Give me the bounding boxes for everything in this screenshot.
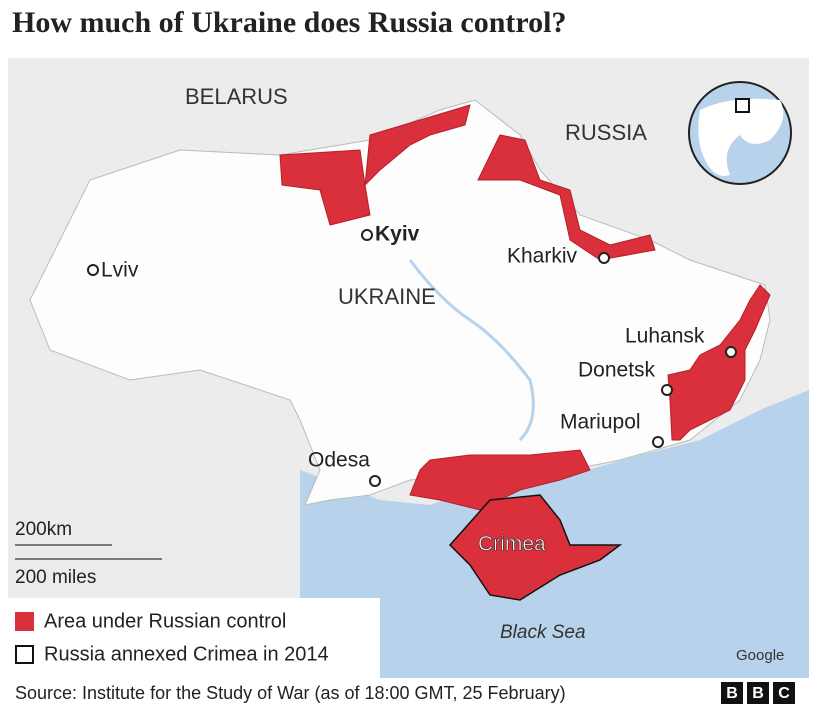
bbc-logo: B B C [721, 682, 795, 704]
logo-block [773, 682, 795, 704]
logo-block [721, 682, 743, 704]
title: How much of Ukraine does Russia control? [12, 6, 566, 39]
country-label: BELARUS [185, 84, 288, 109]
scale-km: 200km [15, 519, 72, 540]
controlled-areas [279, 104, 771, 601]
legend-swatch [15, 645, 34, 664]
country-label: UKRAINE [338, 284, 436, 309]
city-marker [725, 346, 737, 358]
logo-letter: B [726, 685, 738, 702]
legend-swatch [15, 612, 34, 631]
legend-label: Russia annexed Crimea in 2014 [44, 643, 329, 665]
legend-label: Area under Russian control [44, 610, 286, 632]
city-marker [361, 229, 373, 241]
logo-block [747, 682, 769, 704]
sea-label: Black Sea [500, 622, 586, 643]
area-south [409, 449, 591, 511]
city-label: Luhansk [625, 325, 705, 348]
city-label: Odesa [308, 449, 370, 472]
region-label: Crimea [478, 533, 546, 556]
logo-letter: C [778, 685, 790, 702]
city-label: Kharkiv [507, 245, 578, 268]
city-markers [87, 229, 737, 487]
city-marker [661, 384, 673, 396]
city-label: Lviv [101, 259, 139, 282]
crimea [448, 494, 623, 601]
city-labels: Kyiv Lviv Kharkiv Luhansk Donetsk Mariup… [101, 223, 705, 556]
legend-box [8, 598, 380, 678]
city-label: Mariupol [560, 411, 641, 434]
city-marker [598, 252, 610, 264]
city-label: Donetsk [578, 359, 656, 382]
area-north-west [279, 149, 371, 226]
ukraine-land [29, 99, 771, 506]
logo-letter: B [752, 685, 764, 702]
river [408, 259, 535, 442]
globe-locator [735, 98, 750, 113]
attribution: Google [736, 647, 784, 664]
city-marker [369, 475, 381, 487]
country-label: RUSSIA [565, 120, 647, 145]
city-marker [652, 436, 664, 448]
globe-land [698, 98, 784, 176]
area-north [364, 104, 471, 187]
scale-miles: 200 miles [15, 567, 96, 588]
source: Source: Institute for the Study of War (… [15, 683, 566, 703]
area-north-east [477, 134, 656, 261]
country-labels: BELARUS RUSSIA UKRAINE [185, 84, 647, 309]
area-east [667, 284, 771, 441]
city-marker [87, 264, 99, 276]
city-label: Kyiv [375, 223, 420, 246]
